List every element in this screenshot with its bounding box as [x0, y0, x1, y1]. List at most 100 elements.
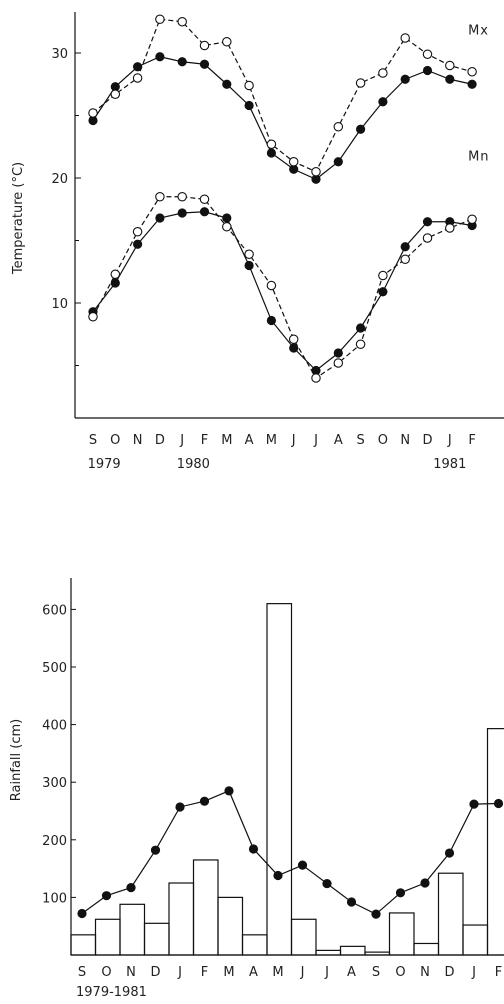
temp-year-label: 1980 [177, 457, 210, 472]
temp-point-open [199, 40, 210, 51]
temp-point-open [155, 14, 165, 24]
temp-x-tick-label: D [155, 433, 165, 448]
temp-point-open [333, 122, 344, 132]
temp-point-open [88, 311, 98, 322]
temp-point-open [222, 222, 232, 232]
temp-point-filled [88, 115, 98, 126]
rain-x-tick-label: S [78, 965, 86, 980]
temp-point-open [288, 334, 299, 344]
rain-x-tick-label: J [300, 965, 305, 980]
temp-x-tick-label: J [447, 433, 452, 448]
temp-point-open [422, 49, 433, 59]
temp-point-filled [422, 217, 433, 227]
temp-y-tick-label: 10 [51, 297, 68, 312]
rain-bar [192, 859, 219, 956]
rain-bar [168, 882, 195, 956]
rain-point [444, 848, 455, 858]
temp-point-filled [311, 365, 321, 376]
temp-point-open [333, 358, 344, 368]
temp-series [88, 14, 477, 383]
temp-point-filled [199, 59, 210, 69]
rain-point [346, 897, 357, 907]
temp-annotation: Mn [468, 150, 489, 165]
temp-point-open [467, 67, 477, 77]
temp-x-tick-label: O [110, 433, 120, 448]
rain-bar [119, 903, 146, 956]
rain-point [273, 870, 283, 881]
temp-x-tick-label: J [291, 433, 296, 448]
rain-x-tick-label: A [249, 965, 258, 980]
temp-year-labels: 1979 1980 1981 [88, 457, 467, 472]
temp-point-filled [289, 164, 299, 174]
rain-bar [315, 949, 342, 956]
rain-point [297, 860, 308, 870]
temp-x-tick-label: M [221, 433, 232, 448]
rain-point [420, 878, 430, 888]
rain-point [77, 908, 87, 919]
temp-y-tick-label: 20 [51, 172, 68, 187]
temp-point-filled [445, 74, 455, 84]
rain-x-tick-label: F [201, 965, 208, 980]
temp-point-open [378, 270, 388, 281]
temp-point-filled [133, 239, 143, 249]
temp-point-open [244, 249, 254, 260]
temp-year-label: 1979 [88, 457, 121, 472]
temp-x-tick-label: A [334, 433, 343, 448]
rain-y-tick-label: 400 [42, 719, 67, 734]
temp-series-line [92, 56, 473, 180]
temp-point-filled [289, 343, 299, 353]
temp-point-filled [244, 100, 254, 111]
temp-point-open [110, 269, 121, 279]
temp-point-filled [177, 208, 187, 218]
rain-x-tick-label: D [150, 965, 160, 980]
temp-point-filled [155, 52, 165, 62]
rain-x-tick-label: N [420, 965, 430, 980]
temp-x-tick-label: O [378, 433, 388, 448]
temp-annotation: Mx [468, 23, 489, 38]
temp-point-open [222, 36, 232, 47]
rain-x-tick-label: N [126, 965, 136, 980]
temp-point-filled [400, 74, 410, 84]
temp-point-filled [244, 260, 254, 271]
rain-point [126, 883, 136, 893]
rain-point [395, 888, 406, 898]
temp-point-open [244, 80, 254, 91]
temp-point-open [400, 254, 410, 265]
temp-x-tick-label: N [133, 433, 143, 448]
rain-bar [437, 872, 464, 956]
rain-bar [241, 934, 268, 956]
rain-bar [94, 918, 121, 956]
temp-point-open [132, 227, 143, 237]
rain-bar [266, 603, 293, 956]
temp-point-filled [110, 278, 120, 288]
rain-x-tick-label: O [101, 965, 111, 980]
rain-point [493, 798, 504, 809]
temp-point-filled [110, 82, 120, 92]
rain-y-tick-label: 100 [42, 891, 67, 906]
temp-point-filled [400, 242, 410, 252]
temp-point-filled [266, 148, 276, 158]
rain-x-tick-label: S [372, 965, 380, 980]
rain-bar [413, 942, 440, 956]
temp-point-open [155, 192, 165, 202]
temp-point-filled [356, 323, 366, 333]
rain-line [81, 790, 499, 915]
temp-point-filled [222, 213, 232, 223]
temp-point-filled [422, 65, 433, 76]
temp-point-open [266, 280, 277, 291]
temp-point-open [177, 16, 187, 27]
rain-point [371, 909, 381, 919]
rain-bars [70, 603, 504, 956]
rain-x-tick-label: A [347, 965, 356, 980]
temp-point-open [378, 68, 388, 78]
temp-point-filled [133, 62, 143, 72]
rain-x-tick-label: J [324, 965, 329, 980]
rain-y-axis-label: Rainfall (cm) [9, 719, 24, 801]
temp-x-tick-label: F [468, 433, 475, 448]
temp-series-line [92, 18, 473, 173]
temp-y-axis-label: Temperature (°C) [11, 162, 26, 275]
temp-point-filled [378, 97, 388, 107]
temp-x-tick-label: S [356, 433, 364, 448]
temp-point-filled [467, 79, 477, 89]
